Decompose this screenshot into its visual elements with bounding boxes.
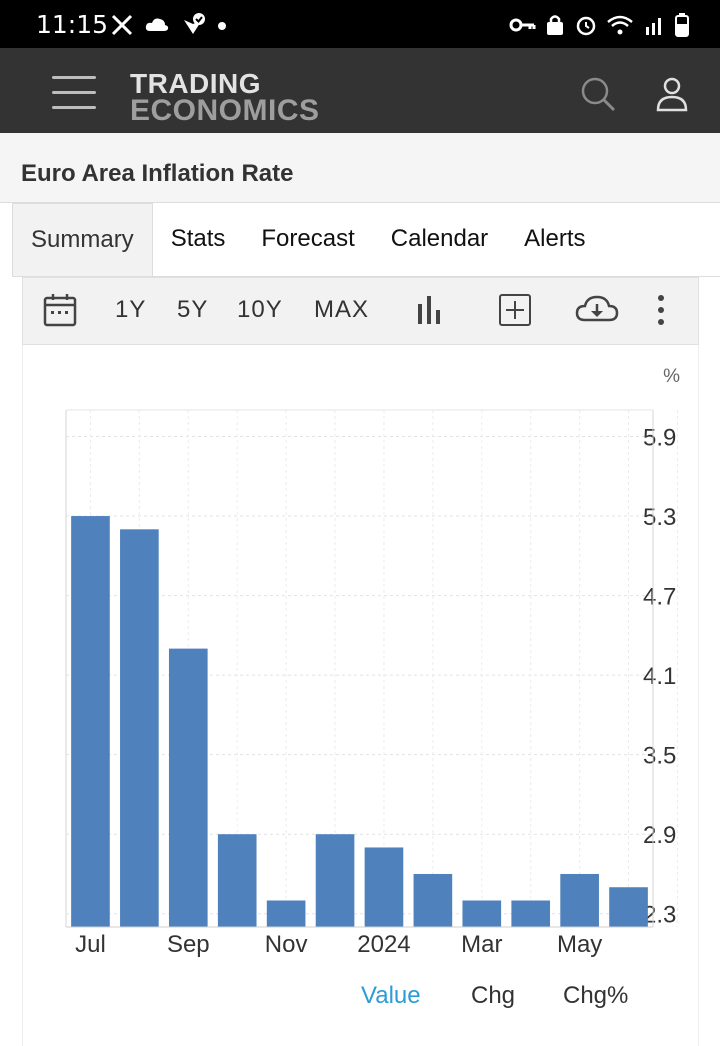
chart-card: % 2.3 2.9 3.5 4.1 4.7 5.3 5.9 Jul Sep Nov 2024 Mar Ma…	[22, 345, 699, 1046]
tab-stats[interactable]: Stats	[170, 225, 226, 252]
dot-icon	[218, 22, 226, 30]
wifi-icon	[607, 15, 633, 35]
status-bar: 11:15	[0, 0, 720, 48]
battery-icon	[675, 13, 689, 37]
menu-icon[interactable]	[52, 76, 96, 110]
bar-sep[interactable]	[168, 648, 208, 927]
bar-mar[interactable]	[462, 900, 502, 927]
alarm-icon	[576, 16, 596, 36]
y-tick-label: 4.1	[643, 663, 676, 690]
logo[interactable]: TRADING ECONOMICS	[130, 68, 320, 127]
value-tab-chg[interactable]: Chg	[471, 982, 516, 1009]
x-tick-label: 2024	[357, 931, 410, 958]
status-time: 11:15	[36, 10, 109, 39]
y-tick-label: 2.3	[643, 902, 676, 929]
x-tick-label: Mar	[461, 931, 502, 958]
tab-alerts[interactable]: Alerts	[524, 225, 586, 252]
bar-apr[interactable]	[511, 900, 551, 927]
calendar-icon[interactable]	[43, 292, 77, 328]
tab-forecast[interactable]: Forecast	[261, 225, 355, 252]
bar-chart-icon[interactable]	[415, 292, 445, 328]
page-title: Euro Area Inflation Rate	[21, 160, 294, 187]
range-1y-button[interactable]: 1Y	[115, 296, 147, 323]
y-tick-label: 5.3	[643, 504, 676, 531]
signal-icon	[646, 18, 661, 35]
logo-line2: ECONOMICS	[130, 94, 320, 127]
lock-icon	[547, 15, 563, 35]
bar-dec[interactable]	[315, 834, 355, 927]
y-tick-label: 5.9	[643, 425, 676, 452]
x-tick-label: Nov	[265, 931, 308, 958]
x-tick-label: Sep	[167, 931, 210, 958]
bar-nov[interactable]	[266, 900, 306, 927]
value-tab-chg-pct[interactable]: Chg%	[563, 982, 629, 1009]
x-tick-label: Jul	[75, 931, 106, 958]
y-tick-label: 3.5	[643, 743, 676, 770]
bar-jun[interactable]	[609, 887, 648, 927]
add-icon[interactable]	[498, 292, 532, 328]
bar-2024[interactable]	[364, 847, 404, 927]
key-icon	[509, 18, 536, 32]
tab-bar: Summary Stats Forecast Calendar Alerts	[12, 203, 720, 277]
download-icon[interactable]	[575, 292, 619, 328]
bar-jul[interactable]	[71, 516, 110, 927]
value-tabs: Value Chg Chg%	[0, 982, 720, 1022]
x-icon	[111, 14, 133, 36]
y-tick-label: 2.9	[643, 822, 676, 849]
bar-oct[interactable]	[217, 834, 257, 927]
tab-summary[interactable]: Summary	[12, 203, 153, 276]
check-shield-icon	[184, 13, 205, 34]
more-options-icon[interactable]	[651, 292, 671, 328]
range-max-button[interactable]: MAX	[314, 296, 370, 323]
logo-line1: TRADING	[130, 68, 262, 99]
y-axis-unit: %	[663, 366, 680, 387]
cloud-icon	[145, 18, 169, 31]
range-10y-button[interactable]: 10Y	[237, 296, 283, 323]
x-tick-label: May	[557, 931, 602, 958]
bar-aug[interactable]	[120, 529, 159, 927]
chart-toolbar: 1Y 5Y 10Y MAX	[22, 277, 699, 345]
tab-calendar[interactable]: Calendar	[390, 225, 489, 252]
y-tick-label: 4.7	[643, 584, 676, 611]
value-tab-value[interactable]: Value	[361, 982, 421, 1009]
app-header: TRADING ECONOMICS	[0, 48, 720, 133]
title-bar: Euro Area Inflation Rate	[0, 133, 720, 203]
inflation-bar-chart: % 2.3 2.9 3.5 4.1 4.7 5.3 5.9 Jul Sep Nov 2024 Mar Ma…	[65, 366, 680, 958]
bar-feb[interactable]	[413, 873, 453, 927]
bar-may[interactable]	[560, 873, 599, 927]
search-icon[interactable]	[578, 74, 618, 114]
user-icon[interactable]	[652, 74, 692, 114]
range-5y-button[interactable]: 5Y	[177, 296, 209, 323]
